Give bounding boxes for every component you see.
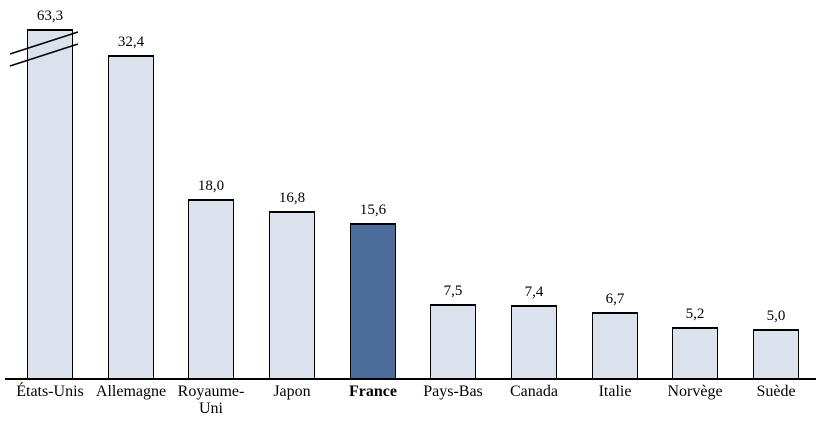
- bar-6: [511, 305, 557, 379]
- bar-9: [753, 329, 799, 379]
- bar-value-label-7: 6,7: [605, 291, 625, 307]
- x-tick-label-3: Japon: [273, 383, 311, 400]
- bar-0: [27, 29, 73, 379]
- x-tick-label-1: Allemagne: [95, 383, 167, 400]
- bar-5: [430, 304, 476, 379]
- bar-value-label-3: 16,8: [278, 190, 306, 206]
- x-axis-line: [5, 378, 816, 380]
- bar-4: [350, 223, 396, 379]
- bar-value-label-5: 7,5: [443, 283, 463, 299]
- bar-7: [592, 312, 638, 379]
- bar-value-label-4: 15,6: [359, 202, 387, 218]
- x-tick-label-8: Norvège: [667, 383, 723, 400]
- bar-value-label-1: 32,4: [117, 34, 145, 50]
- bar-3: [269, 211, 315, 379]
- x-tick-label-6: Canada: [510, 383, 558, 400]
- bar-1: [108, 55, 154, 379]
- bar-value-label-9: 5,0: [766, 308, 786, 324]
- x-tick-label-2: Royaume- Uni: [177, 383, 245, 417]
- x-tick-label-4: France: [349, 383, 397, 400]
- x-tick-label-0: États-Unis: [16, 383, 84, 400]
- bar-value-label-6: 7,4: [524, 284, 544, 300]
- x-tick-label-9: Suède: [756, 383, 796, 400]
- bar-2: [188, 199, 234, 379]
- bar-value-label-8: 5,2: [685, 306, 705, 322]
- bar-value-label-2: 18,0: [197, 178, 225, 194]
- bar-8: [672, 327, 718, 379]
- axis-break-icon: [9, 31, 79, 67]
- x-tick-label-7: Italie: [598, 383, 632, 400]
- bar-value-label-0: 63,3: [36, 8, 64, 24]
- x-tick-label-5: Pays-Bas: [423, 383, 483, 400]
